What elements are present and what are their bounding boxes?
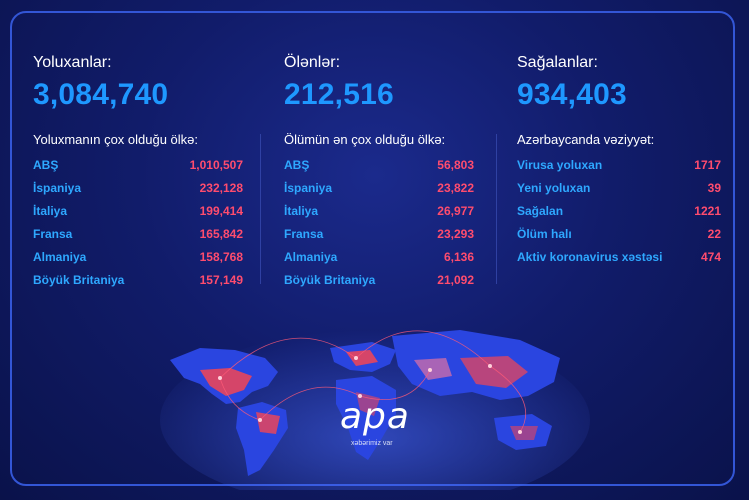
recovered-label: Sağalanlar: bbox=[517, 54, 598, 71]
stat-value: 22 bbox=[707, 227, 721, 241]
country-name: Fransa bbox=[284, 227, 324, 241]
stat-name: Ölüm halı bbox=[517, 227, 572, 241]
list-item: Sağalan 1221 bbox=[517, 204, 721, 227]
list-item: Almaniya 158,768 bbox=[33, 250, 243, 273]
list-item: ABŞ 1,010,507 bbox=[33, 158, 243, 181]
deaths-total: 212,516 bbox=[284, 78, 394, 111]
country-value: 232,128 bbox=[199, 181, 243, 195]
stat-value: 1221 bbox=[694, 204, 721, 218]
stat-name: Yeni yoluxan bbox=[517, 181, 591, 195]
infected-list: ABŞ 1,010,507 İspaniya 232,128 İtaliya 199,… bbox=[33, 158, 243, 296]
list-item: Virusa yoluxan 1717 bbox=[517, 158, 721, 181]
stat-value: 474 bbox=[700, 250, 721, 264]
column-infected: Yoluxanlar: 3,084,740 Yoluxmanın çox old… bbox=[33, 54, 243, 296]
country-name: ABŞ bbox=[284, 158, 310, 172]
azerbaijan-list: Virusa yoluxan 1717 Yeni yoluxan 39 Sağala… bbox=[517, 158, 721, 273]
country-value: 23,822 bbox=[437, 181, 474, 195]
country-value: 157,149 bbox=[199, 273, 243, 287]
stat-value: 39 bbox=[707, 181, 721, 195]
stat-name: Virusa yoluxan bbox=[517, 158, 603, 172]
country-name: Fransa bbox=[33, 227, 73, 241]
country-value: 6,136 bbox=[443, 250, 474, 264]
country-name: İtaliya bbox=[33, 204, 68, 218]
list-item: Böyük Britaniya 21,092 bbox=[284, 273, 474, 296]
infected-total: 3,084,740 bbox=[33, 78, 169, 111]
infected-label: Yoluxanlar: bbox=[33, 54, 112, 71]
stat-name: Aktiv koronavirus xəstəsi bbox=[517, 250, 663, 264]
country-name: Almaniya bbox=[284, 250, 338, 264]
country-name: İspaniya bbox=[284, 181, 333, 195]
column-deaths: Ölənlər: 212,516 Ölümün ən çox olduğu öl… bbox=[284, 54, 474, 296]
logo-wordmark: apa bbox=[340, 396, 410, 437]
deaths-list-title: Ölümün ən çox olduğu ölkə: bbox=[284, 132, 446, 147]
list-item: Fransa 165,842 bbox=[33, 227, 243, 250]
infected-list-title: Yoluxmanın çox olduğu ölkə: bbox=[33, 132, 199, 147]
list-item: Aktiv koronavirus xəstəsi 474 bbox=[517, 250, 721, 273]
country-name: İtaliya bbox=[284, 204, 319, 218]
apa-logo: apa xəbərimiz var bbox=[335, 396, 415, 448]
country-value: 56,803 bbox=[437, 158, 474, 172]
list-item: Almaniya 6,136 bbox=[284, 250, 474, 273]
deaths-label: Ölənlər: bbox=[284, 54, 341, 71]
list-item: İspaniya 23,822 bbox=[284, 181, 474, 204]
list-item: Yeni yoluxan 39 bbox=[517, 181, 721, 204]
list-item: İspaniya 232,128 bbox=[33, 181, 243, 204]
list-item: ABŞ 56,803 bbox=[284, 158, 474, 181]
country-name: Almaniya bbox=[33, 250, 87, 264]
country-value: 23,293 bbox=[437, 227, 474, 241]
list-item: Böyük Britaniya 157,149 bbox=[33, 273, 243, 296]
country-value: 165,842 bbox=[199, 227, 243, 241]
azerbaijan-title: Azərbaycanda vəziyyət: bbox=[517, 132, 655, 147]
list-item: İtaliya 26,977 bbox=[284, 204, 474, 227]
list-item: İtaliya 199,414 bbox=[33, 204, 243, 227]
list-item: Fransa 23,293 bbox=[284, 227, 474, 250]
country-value: 26,977 bbox=[437, 204, 474, 218]
country-value: 158,768 bbox=[199, 250, 243, 264]
column-recovered: Sağalanlar: 934,403 Azərbaycanda vəziyyə… bbox=[517, 54, 721, 273]
stat-name: Sağalan bbox=[517, 204, 564, 218]
country-value: 21,092 bbox=[437, 273, 474, 287]
country-name: ABŞ bbox=[33, 158, 59, 172]
country-value: 199,414 bbox=[199, 204, 243, 218]
list-item: Ölüm halı 22 bbox=[517, 227, 721, 250]
country-name: İspaniya bbox=[33, 181, 82, 195]
column-divider bbox=[496, 134, 497, 284]
column-divider bbox=[260, 134, 261, 284]
country-name: Böyük Britaniya bbox=[33, 273, 125, 287]
country-value: 1,010,507 bbox=[189, 158, 243, 172]
recovered-total: 934,403 bbox=[517, 78, 627, 111]
logo-tagline: xəbərimiz var bbox=[351, 440, 393, 447]
stat-value: 1717 bbox=[694, 158, 721, 172]
deaths-list: ABŞ 56,803 İspaniya 23,822 İtaliya 26,977 F… bbox=[284, 158, 474, 296]
country-name: Böyük Britaniya bbox=[284, 273, 376, 287]
world-map-icon bbox=[160, 330, 590, 490]
